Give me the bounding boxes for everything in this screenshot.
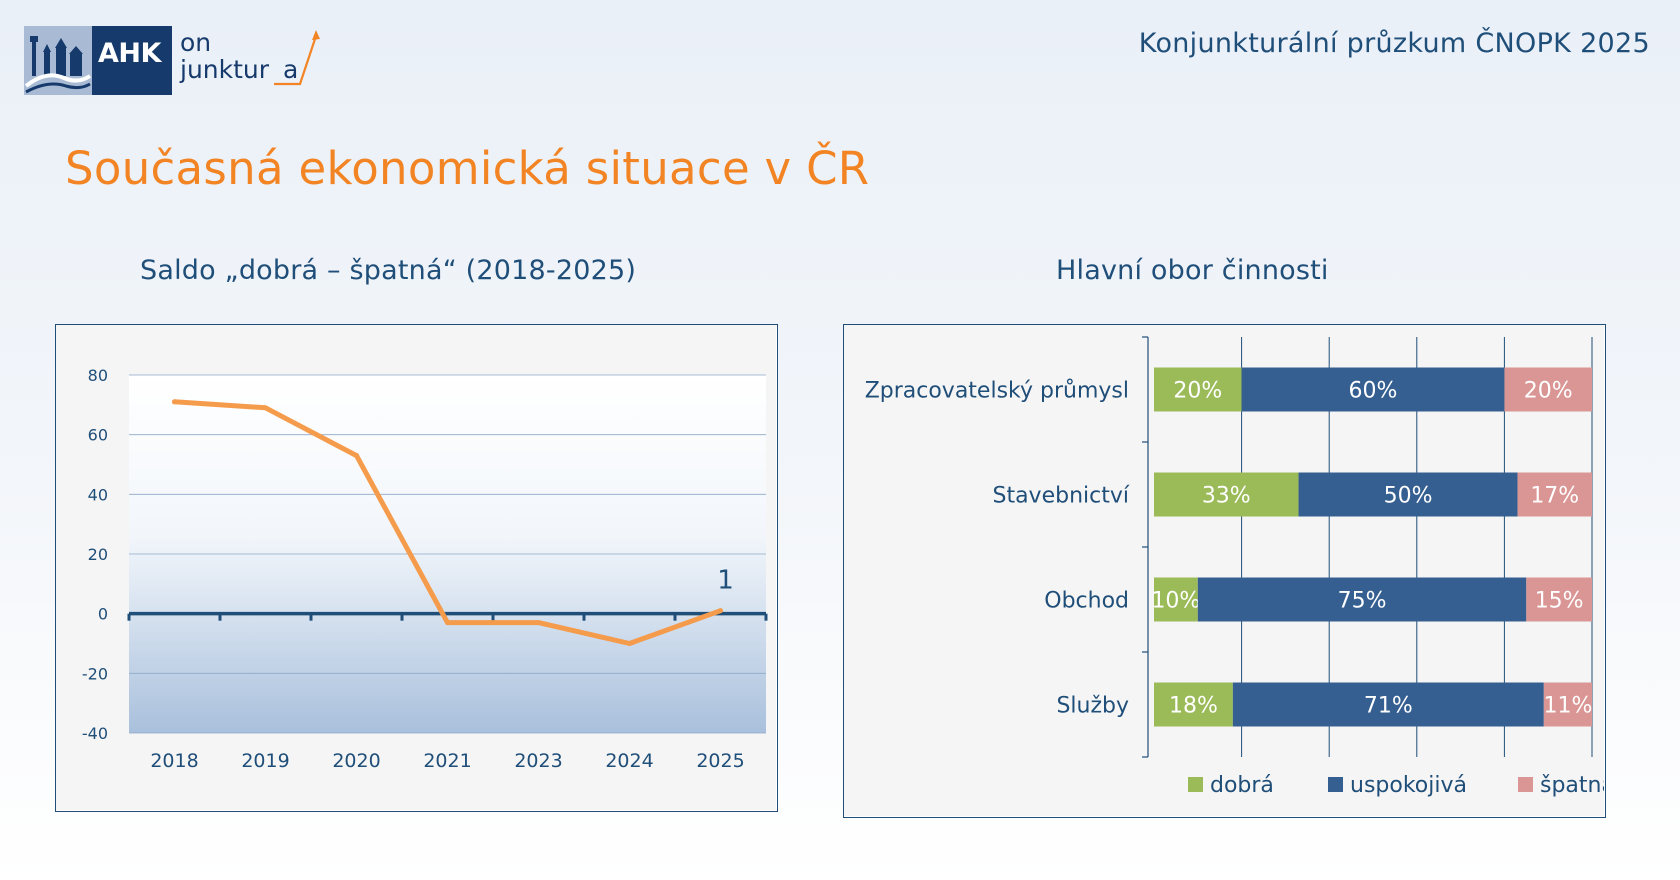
logo-ahk-text: AHK (98, 38, 161, 69)
saldo-data-label: 1 (717, 566, 734, 596)
saldo-data-point (263, 405, 268, 411)
x-tick-label: 2021 (423, 750, 471, 772)
y-tick-label: 60 (88, 426, 108, 445)
bar-segment-dobrá (1154, 682, 1233, 727)
bar-value-label: 18% (1169, 694, 1218, 719)
y-tick-label: -20 (82, 664, 108, 683)
bar-segment-uspokojivá (1232, 682, 1544, 727)
saldo-line-chart: 80 60 40 20 0 -20 -40 2018 2019 2020 2021 2023 2024 2… (56, 325, 776, 810)
legend-swatch-dobrá (1188, 777, 1203, 792)
bar-segment-špatná (1543, 682, 1592, 727)
bar-segment-dobrá (1154, 367, 1242, 412)
legend-swatch-uspokojivá (1328, 777, 1343, 792)
logo-junktura-main: junktur (180, 55, 270, 84)
saldo-data-point (627, 641, 632, 646)
legend-label: dobrá (1210, 773, 1274, 798)
obor-chart-frame: Zpracovatelský průmysl 20% 60% 20% Stavebnic… (843, 324, 1606, 818)
bar-segment-dobrá (1154, 577, 1198, 622)
bar-value-label: 10% (1151, 589, 1200, 614)
bar-value-label: 20% (1173, 379, 1222, 404)
saldo-data-point (354, 453, 359, 459)
bar-value-label: 11% (1543, 694, 1592, 719)
logo-on-text: on (180, 28, 212, 57)
category-label: Obchod (1044, 589, 1129, 614)
legend-label: špatná (1540, 773, 1604, 798)
logo: AHK on junktur a (24, 26, 324, 96)
saldo-data-point (536, 620, 541, 626)
saldo-data-point (172, 399, 177, 405)
bar-segment-špatná (1526, 577, 1592, 622)
x-tick-label: 2018 (150, 750, 198, 772)
trend-arrow-icon (274, 30, 320, 86)
bar-segment-špatná (1517, 472, 1592, 517)
bar-segment-uspokojivá (1241, 367, 1505, 412)
y-tick-label: -40 (82, 724, 108, 743)
bar-segment-uspokojivá (1298, 472, 1518, 517)
saldo-chart-frame: 80 60 40 20 0 -20 -40 2018 2019 2020 2021 2023 2024 2… (55, 324, 778, 812)
bar-value-label: 50% (1384, 484, 1433, 509)
saldo-data-point (718, 608, 723, 614)
x-tick-label: 2023 (514, 750, 562, 772)
bar-value-label: 60% (1349, 379, 1398, 404)
skyline-icon (24, 26, 92, 95)
bar-value-label: 33% (1202, 484, 1251, 509)
x-tick-label: 2024 (605, 750, 653, 772)
bar-value-label: 17% (1530, 484, 1579, 509)
left-chart-title: Saldo „dobrá – špatná“ (2018-2025) (140, 255, 637, 286)
logo-junktura-tail: a (283, 55, 299, 84)
page-title: Současná ekonomická situace v ČR (65, 142, 870, 195)
category-label: Služby (1056, 694, 1129, 719)
bar-segment-dobrá (1154, 472, 1299, 517)
x-tick-label: 2019 (241, 750, 289, 772)
legend-label: uspokojivá (1350, 773, 1467, 798)
bar-value-label: 71% (1364, 694, 1413, 719)
logo-junktura-text: junktur a (180, 57, 298, 82)
bar-segment-špatná (1504, 367, 1592, 412)
category-label: Zpracovatelský průmysl (865, 379, 1129, 404)
bar-segment-uspokojivá (1197, 577, 1527, 622)
obor-bar-chart: Zpracovatelský průmysl 20% 60% 20% Stavebnic… (844, 325, 1604, 816)
legend-swatch-špatná (1518, 777, 1533, 792)
y-tick-label: 20 (88, 545, 108, 564)
right-chart-title: Hlavní obor činnosti (1056, 255, 1329, 286)
category-label: Stavebnictví (992, 484, 1129, 509)
saldo-data-point (445, 620, 450, 626)
bar-value-label: 75% (1338, 589, 1387, 614)
survey-title: Konjunkturální průzkum ČNOPK 2025 (1138, 28, 1650, 59)
logo-badge: AHK (24, 26, 172, 95)
y-tick-label: 80 (88, 366, 108, 385)
x-tick-label: 2025 (696, 750, 744, 772)
y-tick-label: 40 (88, 485, 108, 504)
x-tick-label: 2020 (332, 750, 380, 772)
y-tick-label: 0 (98, 605, 108, 624)
bar-value-label: 20% (1524, 379, 1573, 404)
bar-value-label: 15% (1535, 589, 1584, 614)
